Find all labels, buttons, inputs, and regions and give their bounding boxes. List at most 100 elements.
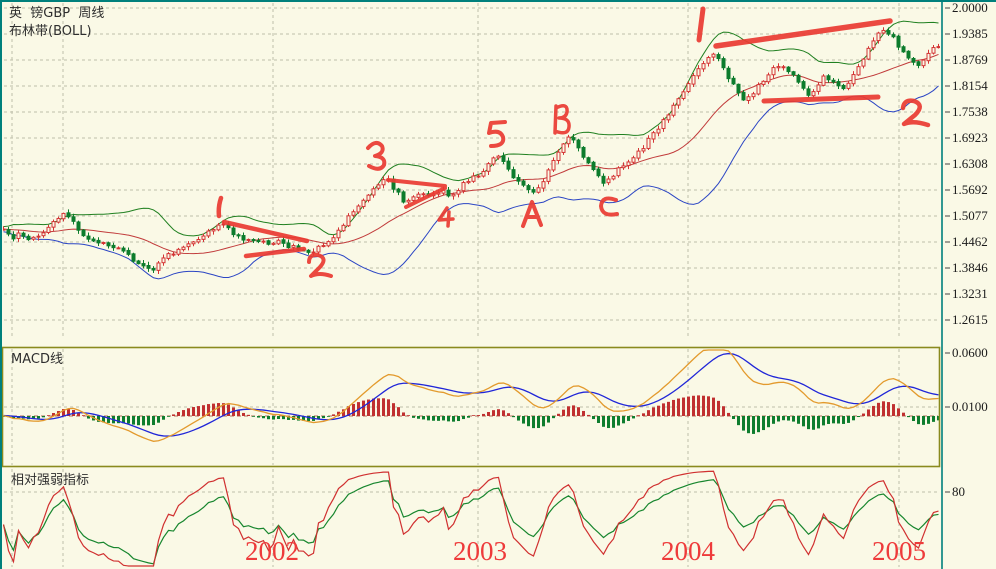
macd-histogram-bar [172,414,175,416]
candle-down [241,235,246,241]
macd-histogram-bar [537,416,540,429]
candle-up [551,159,556,171]
candle-up [871,40,876,49]
candle-up [651,132,656,140]
candle-down [401,191,406,203]
candle-down [586,157,591,164]
macd-histogram-bar [917,416,920,425]
macd-histogram-bar [322,416,325,419]
macd-histogram-bar [652,407,655,416]
pennant-top-line [386,178,447,188]
candle-down [576,139,581,149]
macd-histogram-bar [367,399,370,416]
rsi-panel-label: 相对强弱指标 [11,473,90,488]
axis-tick-label: 1.5692 [952,182,988,197]
macd-histogram-bar [467,416,470,418]
macd-histogram-bar [772,416,775,424]
candle-up [36,235,41,238]
macd-histogram-bar [697,395,700,416]
candle-up [206,230,211,237]
macd-layer [3,349,939,442]
candle-down [911,57,916,63]
candle-down [571,137,576,141]
macd-histogram-bar [387,399,390,416]
candle-down [841,84,846,90]
macd-histogram-bar [872,405,875,416]
candle-down [501,155,506,162]
candle-up [196,239,201,243]
macd-histogram-bar [37,416,40,419]
macd-histogram-bar [492,410,495,416]
candle-up [16,232,21,240]
candle-up [101,242,106,245]
macd-histogram-bar [822,416,825,426]
macd-histogram-bar [507,413,510,416]
candle-up [351,211,356,216]
macd-histogram-bar [382,398,385,416]
macd-histogram-bar [512,416,515,418]
candle-down [236,234,241,237]
candle-up [171,253,176,256]
macd-histogram-bar [527,416,530,427]
candle-down [506,160,511,170]
candle-up [926,52,931,62]
candle-up [746,96,751,101]
candle-up [246,238,251,241]
axis-tick-label: 2.0000 [952,0,988,15]
candle-down [886,30,891,35]
candle-down [126,249,131,255]
candle-up [641,148,646,152]
boll-indicator-label: 布林带(BOLL) [9,24,92,39]
macd-histogram-bar [412,416,415,418]
macd-histogram-bar [667,401,670,416]
candle-up [406,199,411,203]
candle-up [186,243,191,248]
macd-histogram-bar [802,416,805,427]
macd-histogram-bar [627,416,630,421]
macd-histogram-bar [857,416,860,418]
macd-histogram-bar [727,412,730,416]
macd-histogram-bar [897,408,900,416]
axis-tick-label: 1.8769 [952,52,988,67]
wave-4-mark [437,206,455,228]
macd-histogram-bar [472,415,475,416]
candle-up [776,66,781,69]
wave-B-mark [553,104,571,135]
candle-up [3,228,6,231]
candle-up [276,239,281,245]
candle-up [211,228,216,232]
bollinger-lower-line [3,85,939,280]
macd-histogram-bar [142,416,145,426]
candle-down [896,35,901,48]
candle-up [606,178,611,184]
macd-histogram-bar [317,416,320,420]
macd-histogram-bar [132,416,135,425]
macd-histogram-bar [812,416,815,430]
macd-histogram-bar [752,416,755,434]
candle-up [696,68,701,77]
candle-down [306,249,311,253]
candle-up [156,262,161,271]
candle-down [446,189,451,197]
macd-histogram-bar [87,416,90,419]
candle-up [346,215,351,227]
candle-up [421,193,426,196]
macd-histogram-bar [732,416,735,420]
candle-up [766,74,771,83]
candle-down [96,239,101,244]
macd-histogram-bar [862,413,865,416]
candle-up [366,194,371,201]
candle-down [86,235,91,240]
macd-histogram-bar [207,404,210,416]
macd-histogram-bar [582,410,585,416]
candle-up [706,57,711,64]
macd-histogram-bar [542,416,545,427]
candle-up [676,98,681,106]
candle-down [231,227,236,236]
candle-down [396,188,401,193]
candle-up [851,74,856,85]
macd-histogram-bar [52,413,55,416]
candle-up [476,175,481,178]
